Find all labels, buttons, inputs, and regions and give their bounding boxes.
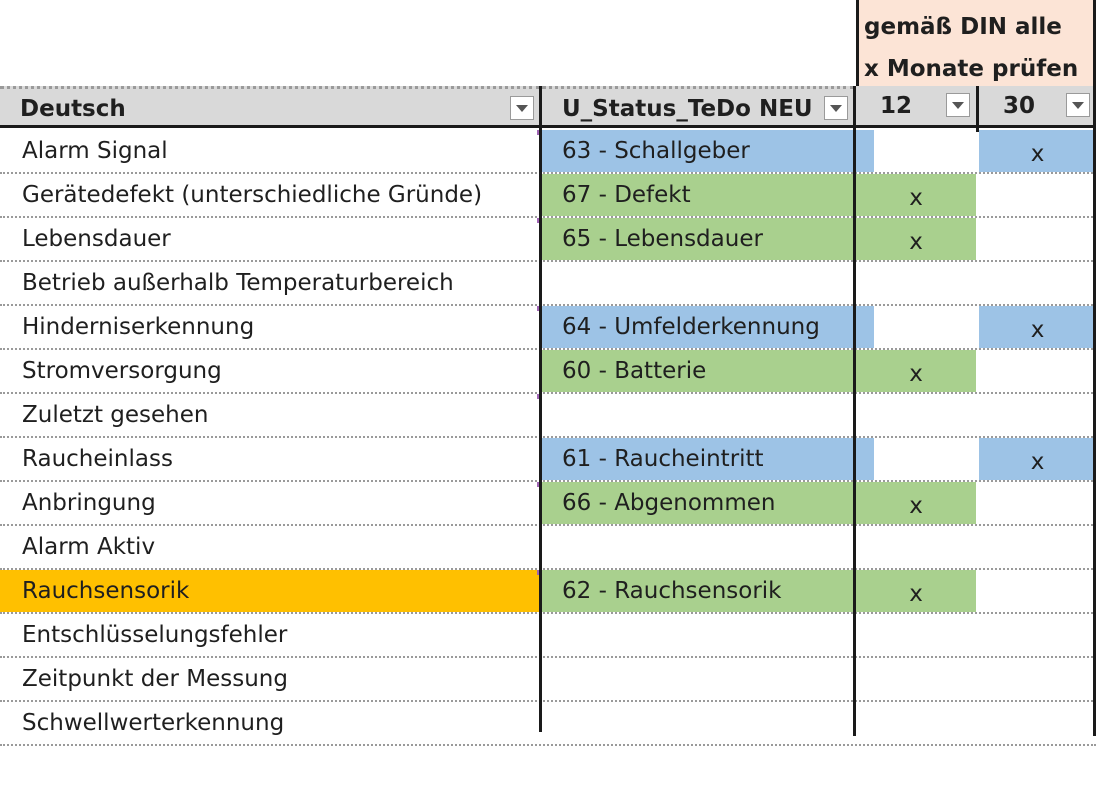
filter-dropdown-icon[interactable] [946,93,970,117]
cell-status[interactable]: 65 - Lebensdauer [542,218,874,260]
cell-deutsch[interactable]: Stromversorgung [22,358,222,384]
table-row[interactable]: Zeitpunkt der Messung [0,658,1096,702]
cell-deutsch[interactable]: Zeitpunkt der Messung [22,666,288,692]
table-row[interactable]: Entschlüsselungsfehler [0,614,1096,658]
table-row[interactable]: Schwellwerterkennung [0,702,1096,746]
cell-30-months[interactable] [979,218,1096,260]
cell-status[interactable]: 63 - Schallgeber [542,130,874,172]
cell-30-months[interactable] [979,570,1096,612]
cell-status[interactable]: 66 - Abgenommen [542,482,874,524]
cell-deutsch[interactable]: Lebensdauer [22,226,171,252]
table-row[interactable]: Rauchsensorik 62 - Rauchsensorik x [0,570,1096,614]
cell-deutsch[interactable]: Rauchsensorik [0,570,562,612]
cell-deutsch[interactable]: Gerätedefekt (unterschiedliche Gründe) [22,182,483,208]
column-header-12-months: 12 [856,86,976,128]
cell-deutsch[interactable]: Betrieb außerhalb Temperaturbereich [22,270,454,296]
column-header-deutsch: Deutsch [0,86,540,128]
column-header-30-months: 30 [979,86,1096,128]
column-separator [539,86,542,732]
cell-12-months[interactable] [856,306,976,348]
cell-12-months[interactable]: x [856,174,976,216]
cell-12-months[interactable] [856,614,976,656]
cell-30-months[interactable] [979,614,1096,656]
cell-12-months[interactable] [856,262,976,304]
table-row[interactable]: Raucheinlass 61 - Raucheintritt x [0,438,1096,482]
cell-30-months[interactable]: x [979,306,1096,348]
column-separator [1093,0,1096,736]
cell-12-months[interactable] [856,394,976,436]
cell-deutsch[interactable]: Schwellwerterkennung [22,710,285,736]
din-note: gemäß DIN alle x Monate prüfen [856,0,1096,86]
cell-30-months[interactable] [979,262,1096,304]
column-header-status: U_Status_TeDo NEU [542,86,854,128]
cell-deutsch[interactable]: Alarm Signal [22,138,168,164]
cell-12-months[interactable]: x [856,218,976,260]
column-separator [976,86,979,132]
cell-status[interactable] [542,394,874,436]
cell-deutsch[interactable]: Entschlüsselungsfehler [22,622,288,648]
cell-30-months[interactable] [979,350,1096,392]
din-note-line1: gemäß DIN alle [864,14,1062,40]
column-header-12-label: 12 [880,93,913,119]
cell-deutsch[interactable]: Raucheinlass [22,446,173,472]
table-row[interactable]: Gerätedefekt (unterschiedliche Gründe) 67… [0,174,1096,218]
cell-12-months[interactable]: x [856,570,976,612]
cell-12-months[interactable] [856,526,976,568]
cell-30-months[interactable] [979,174,1096,216]
table-row[interactable]: Lebensdauer 65 - Lebensdauer x [0,218,1096,262]
cell-status[interactable]: 60 - Batterie [542,350,874,392]
cell-12-months[interactable] [856,658,976,700]
table-row[interactable]: Betrieb außerhalb Temperaturbereich [0,262,1096,306]
column-separator [853,86,856,736]
column-header-deutsch-label: Deutsch [20,96,126,122]
cell-status[interactable] [542,262,874,304]
cell-status[interactable]: 64 - Umfelderkennung [542,306,874,348]
cell-30-months[interactable] [979,482,1096,524]
cell-status[interactable] [542,526,874,568]
cell-status[interactable] [542,658,874,700]
din-note-line2: x Monate prüfen [864,56,1079,82]
column-header-30-label: 30 [1003,93,1036,119]
filter-dropdown-icon[interactable] [510,96,534,120]
table-row[interactable]: Alarm Aktiv [0,526,1096,570]
filter-dropdown-icon[interactable] [824,96,848,120]
cell-deutsch[interactable]: Hinderniserkennung [22,314,255,340]
cell-status[interactable]: 67 - Defekt [542,174,874,216]
cell-deutsch[interactable]: Alarm Aktiv [22,534,156,560]
cell-status[interactable]: 61 - Raucheintritt [542,438,874,480]
cell-30-months[interactable] [979,702,1096,744]
cell-status[interactable] [542,614,874,656]
table-row[interactable]: Hinderniserkennung 64 - Umfelderkennung x [0,306,1096,350]
cell-12-months[interactable]: x [856,482,976,524]
cell-30-months[interactable] [979,394,1096,436]
table-row[interactable]: Alarm Signal 63 - Schallgeber x [0,130,1096,174]
cell-30-months[interactable]: x [979,130,1096,172]
cell-30-months[interactable] [979,658,1096,700]
cell-12-months[interactable] [856,702,976,744]
table-row[interactable]: Stromversorgung 60 - Batterie x [0,350,1096,394]
filter-dropdown-icon[interactable] [1066,93,1090,117]
cell-12-months[interactable] [856,130,976,172]
column-header-status-label: U_Status_TeDo NEU [562,96,813,122]
table-row[interactable]: Anbringung 66 - Abgenommen x [0,482,1096,526]
cell-deutsch[interactable]: Anbringung [22,490,156,516]
cell-12-months[interactable] [856,438,976,480]
cell-deutsch[interactable]: Zuletzt gesehen [22,402,209,428]
cell-12-months[interactable]: x [856,350,976,392]
cell-status[interactable]: 62 - Rauchsensorik [542,570,874,612]
cell-30-months[interactable] [979,526,1096,568]
cell-30-months[interactable]: x [979,438,1096,480]
table-row[interactable]: Zuletzt gesehen [0,394,1096,438]
cell-status[interactable] [542,702,874,744]
